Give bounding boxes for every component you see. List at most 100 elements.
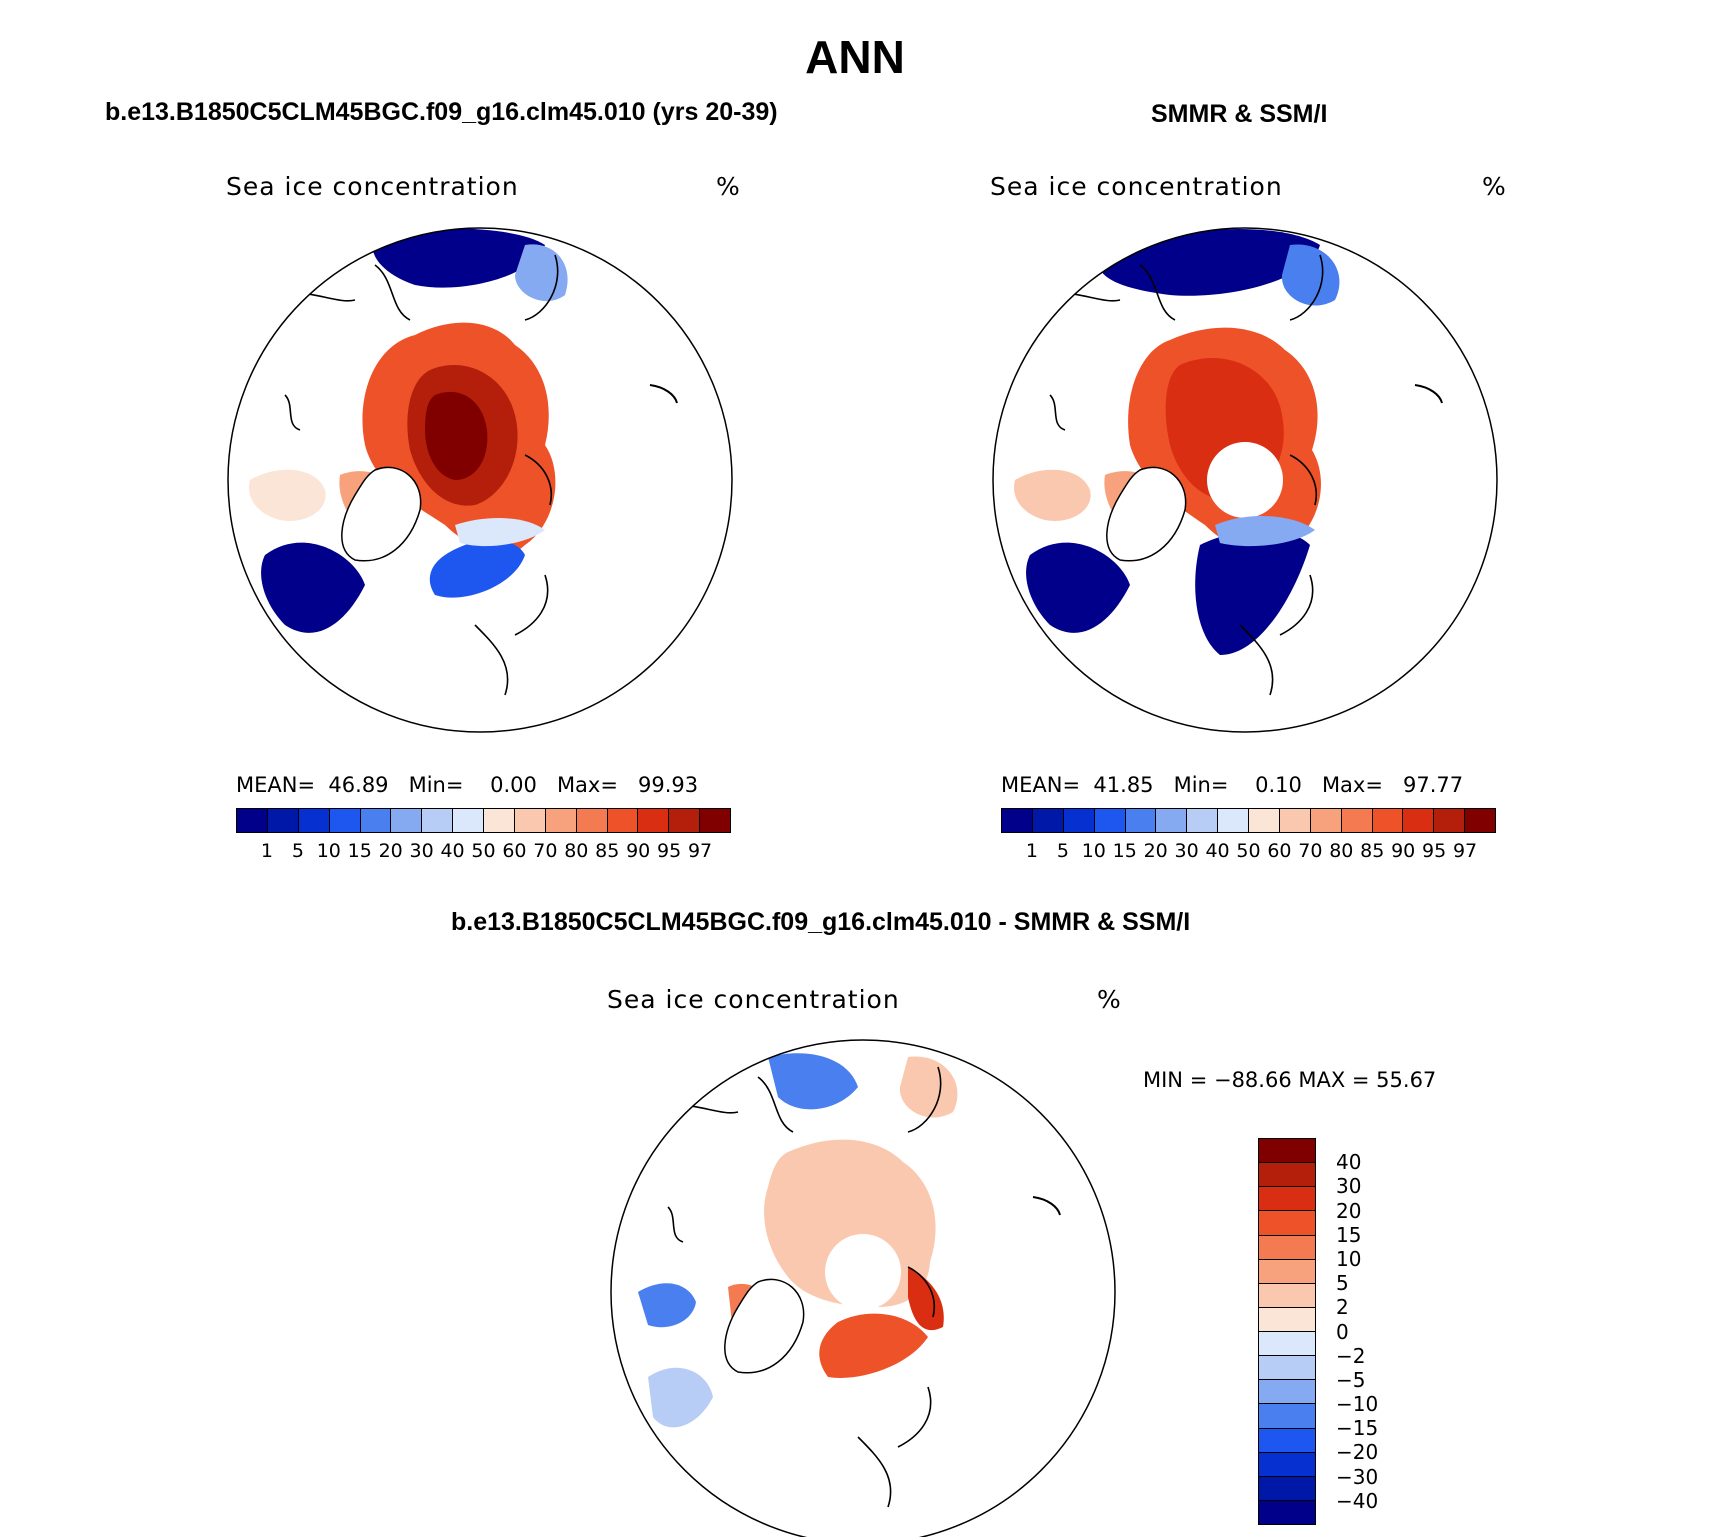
panel-2-okhotsk — [1281, 244, 1340, 306]
colorbar-swatch — [1259, 1259, 1315, 1284]
colorbar-swatch — [1259, 1163, 1315, 1188]
panel-1-ice-core — [425, 391, 488, 480]
panel-1-colorbar-ticks: 1 5 10 15 20 30 40 50 60 70 80 85 90 95 97 — [251, 840, 715, 862]
colorbar-tick-label: 1 — [1025, 840, 1038, 862]
colorbar-tick-label: 40 — [1205, 840, 1230, 862]
panel-1-greenland — [341, 466, 422, 562]
colorbar-swatch — [1259, 1476, 1315, 1501]
panel-3-hudson-negative — [638, 1283, 696, 1328]
panel-2-field-label: Sea ice concentration — [990, 172, 1283, 201]
colorbar-tick-label: 70 — [533, 840, 558, 862]
colorbar-tick-label: 97 — [1452, 840, 1478, 862]
colorbar-swatch — [1032, 809, 1064, 832]
panel-3-kara-positive — [908, 1267, 944, 1331]
colorbar-tick-label: −20 — [1336, 1440, 1379, 1465]
colorbar-swatch — [514, 809, 546, 832]
panel-1-units: % — [716, 172, 741, 201]
colorbar-tick-label: 15 — [347, 840, 372, 862]
colorbar-swatch — [1259, 1187, 1315, 1212]
panel-3-title: b.e13.B1850C5CLM45BGC.f09_g16.clm45.010 … — [451, 908, 1191, 936]
colorbar-swatch — [700, 809, 730, 832]
colorbar-swatch — [360, 809, 392, 832]
colorbar-swatch — [1259, 1307, 1315, 1332]
colorbar-tick-label: 70 — [1298, 840, 1323, 862]
panel-3-pole-hole — [825, 1234, 901, 1310]
panel-1-bering — [372, 228, 545, 288]
colorbar-tick-label: 90 — [626, 840, 651, 862]
colorbar-swatch — [607, 809, 639, 832]
colorbar-tick-label: 40 — [1336, 1150, 1362, 1175]
colorbar-swatch — [1259, 1235, 1315, 1260]
colorbar-tick-label: 10 — [1336, 1246, 1362, 1271]
colorbar-tick-label: 97 — [687, 840, 713, 862]
panel-3-greenland — [724, 1278, 805, 1374]
colorbar-swatch — [1249, 809, 1280, 832]
colorbar-tick-label: 95 — [657, 840, 682, 862]
colorbar-swatch — [267, 809, 299, 832]
panel-2-labrador-sea — [1026, 542, 1130, 633]
panel-2-polar-map — [992, 227, 1498, 733]
panel-1-stats: MEAN= 46.89 Min= 0.00 Max= 99.93 — [236, 773, 699, 797]
colorbar-swatch — [1002, 809, 1033, 832]
colorbar-swatch — [1259, 1356, 1315, 1381]
colorbar-tick-label: 20 — [1336, 1198, 1362, 1223]
colorbar-swatch — [1156, 809, 1188, 832]
panel-2-greenland-sea — [1195, 530, 1310, 655]
colorbar-tick-label: 85 — [1360, 840, 1385, 862]
panel-3-okhotsk-positive — [899, 1056, 958, 1118]
panel-1-labrador-sea — [261, 542, 365, 633]
colorbar-swatch — [422, 809, 454, 832]
colorbar-tick-label: −2 — [1336, 1343, 1366, 1368]
colorbar-tick-label: 40 — [440, 840, 465, 862]
colorbar-tick-label: 1 — [260, 840, 273, 862]
panel-3-bering-negative — [768, 1053, 858, 1110]
panel-3-colorbar — [1258, 1138, 1316, 1525]
panel-2-colorbar-ticks: 1 5 10 15 20 30 40 50 60 70 80 85 90 95 97 — [1016, 840, 1480, 862]
colorbar-swatch — [237, 809, 268, 832]
panel-1-polar-map — [227, 227, 733, 733]
panel-3-stats: MIN = −88.66 MAX = 55.67 — [1143, 1068, 1437, 1092]
colorbar-tick-label: 0 — [1336, 1319, 1349, 1344]
colorbar-swatch — [453, 809, 484, 832]
colorbar-tick-label: 30 — [409, 840, 434, 862]
colorbar-tick-label: −5 — [1336, 1367, 1366, 1392]
panel-3-labrador-negative — [648, 1367, 713, 1428]
colorbar-tick-label: 5 — [291, 840, 304, 862]
panel-1-ice-edge — [455, 518, 545, 547]
colorbar-swatch — [1218, 809, 1249, 832]
colorbar-swatch — [1187, 809, 1219, 832]
colorbar-swatch — [1259, 1211, 1315, 1236]
colorbar-swatch — [1259, 1283, 1315, 1308]
panel-1-okhotsk — [515, 244, 568, 302]
colorbar-swatch — [1063, 809, 1095, 832]
panel-3-colorbar-ticks: 40 30 20 15 10 5 2 0 −2 −5 −10 −15 −20 −30 −40 — [1336, 1138, 1416, 1523]
panel-2-stats: MEAN= 41.85 Min= 0.10 Max= 97.77 — [1001, 773, 1464, 797]
panel-1-greenland-sea — [429, 540, 525, 598]
colorbar-tick-label: 20 — [1143, 840, 1168, 862]
colorbar-swatch — [1372, 809, 1404, 832]
colorbar-tick-label: 15 — [1336, 1222, 1362, 1247]
colorbar-tick-label: 5 — [1336, 1271, 1349, 1296]
colorbar-tick-label: −30 — [1336, 1464, 1379, 1489]
colorbar-tick-label: 80 — [1329, 840, 1354, 862]
panel-1-colorbar — [236, 808, 731, 833]
colorbar-swatch — [1259, 1380, 1315, 1405]
panel-2-units: % — [1482, 172, 1507, 201]
colorbar-swatch — [1310, 809, 1342, 832]
colorbar-swatch — [391, 809, 423, 832]
panel-2-hudson — [1014, 469, 1091, 521]
colorbar-tick-label: 95 — [1422, 840, 1447, 862]
panel-3-field-label: Sea ice concentration — [607, 985, 900, 1014]
colorbar-tick-label: 90 — [1391, 840, 1416, 862]
colorbar-tick-label: 5 — [1056, 840, 1069, 862]
colorbar-swatch — [1094, 809, 1126, 832]
colorbar-swatch — [1279, 809, 1311, 832]
colorbar-tick-label: 10 — [1081, 840, 1106, 862]
colorbar-swatch — [1341, 809, 1373, 832]
colorbar-swatch — [298, 809, 330, 832]
colorbar-swatch — [1259, 1139, 1315, 1164]
colorbar-swatch — [1465, 809, 1495, 832]
colorbar-swatch — [1259, 1332, 1315, 1357]
colorbar-tick-label: 2 — [1336, 1295, 1349, 1320]
colorbar-tick-label: 20 — [378, 840, 403, 862]
